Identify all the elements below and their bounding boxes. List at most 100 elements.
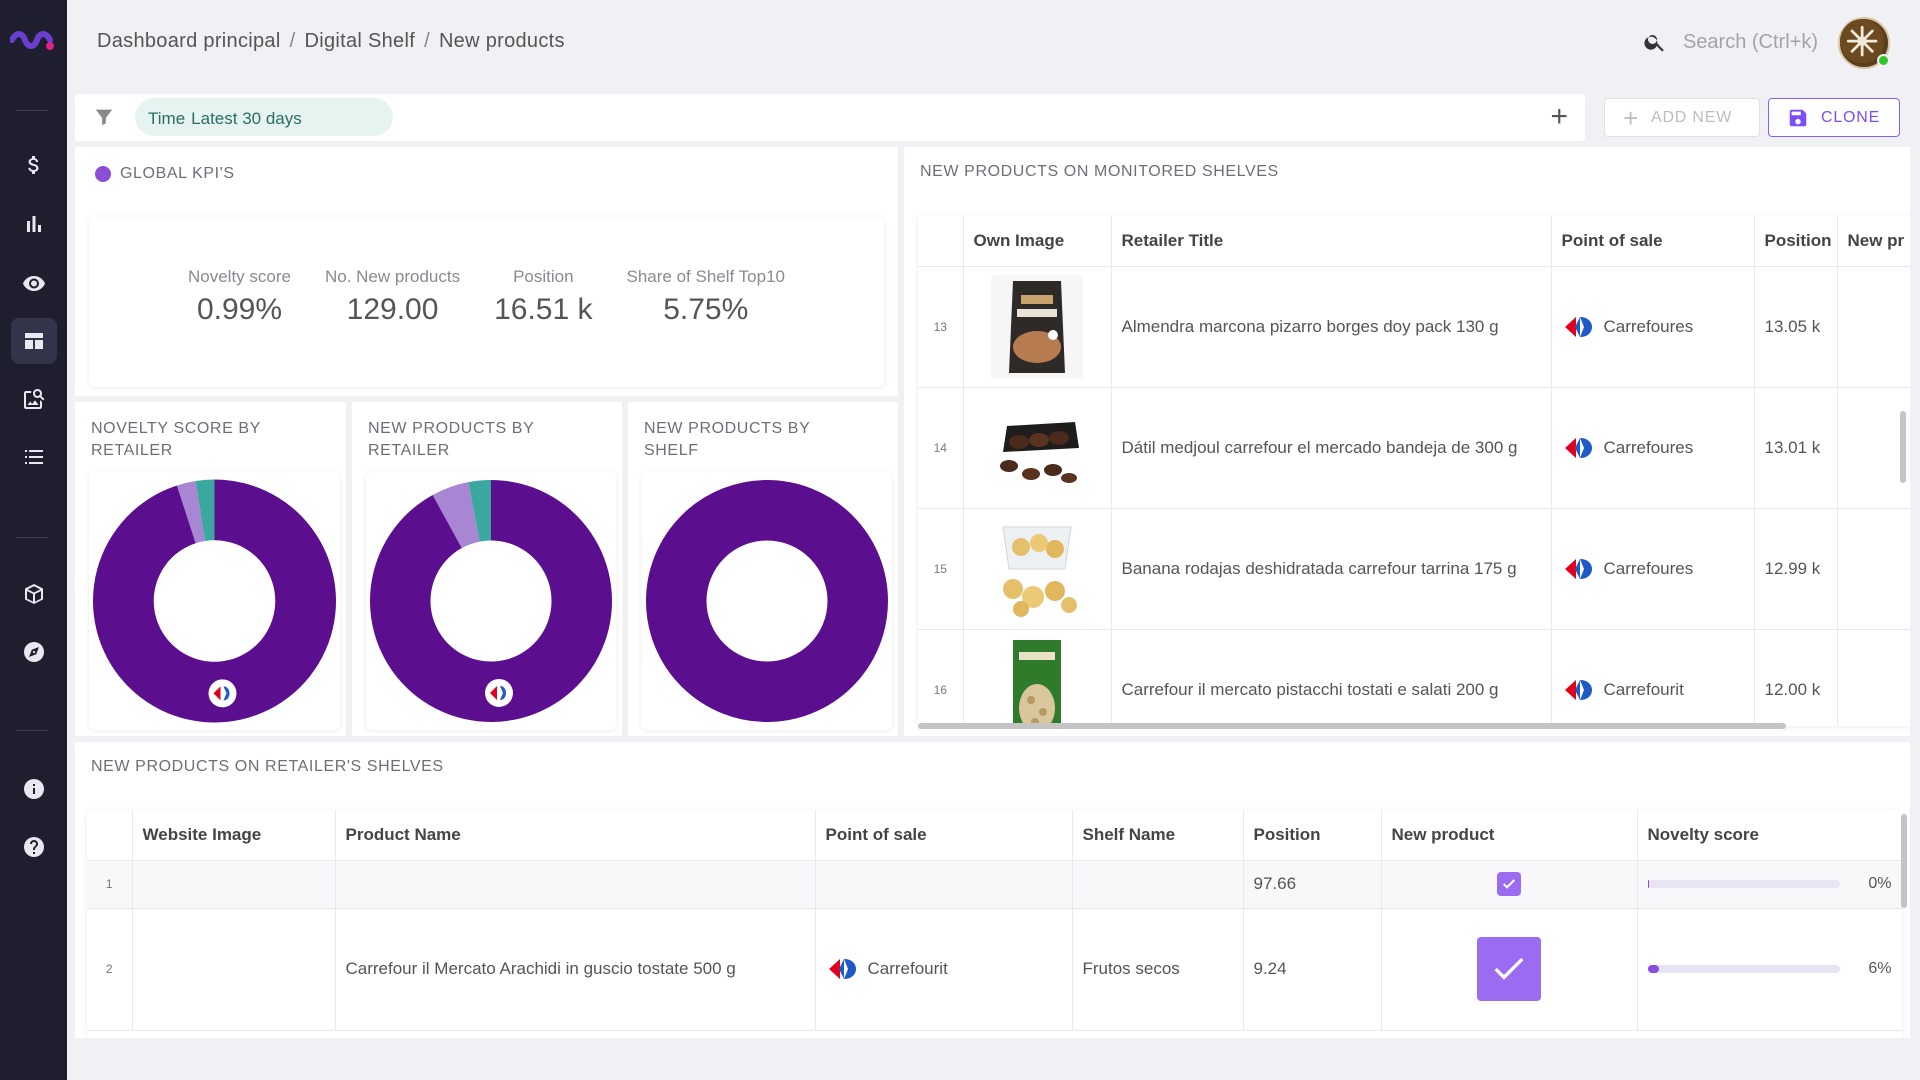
retailer-shelves-panel: NEW PRODUCTS ON RETAILER'S SHELVES Websi… xyxy=(75,742,1910,1038)
online-status-dot xyxy=(1877,54,1890,67)
donut-slice[interactable] xyxy=(432,482,480,548)
donut-slice[interactable] xyxy=(646,480,888,722)
kpi-label: Share of Shelf Top10 xyxy=(626,267,785,286)
column-header-point-of-sale[interactable]: Point of sale xyxy=(1551,216,1755,267)
new-products-by-shelf-donut[interactable] xyxy=(642,472,892,730)
kpi-label: Position xyxy=(513,267,574,286)
retailer-table-wrapper: Website Image Product Name Point of sale… xyxy=(87,810,1902,1038)
help-icon[interactable] xyxy=(11,824,57,870)
donut-slice[interactable] xyxy=(195,479,215,541)
table-row[interactable]: 1 97.66 0% xyxy=(87,860,1902,909)
kpi-value: 16.51 k xyxy=(494,293,593,326)
donut-card xyxy=(642,472,892,730)
monitored-shelves-panel: NEW PRODUCTS ON MONITORED SHELVES Own Im… xyxy=(904,147,1910,736)
panel-title: NEW PRODUCTS BY RETAILER xyxy=(368,420,535,459)
new-products-by-retailer-donut[interactable] xyxy=(366,472,616,730)
row-index: 2 xyxy=(87,908,133,1031)
kpi-panel-title: GLOBAL KPI'S xyxy=(120,165,235,182)
breadcrumb-item-digital-shelf[interactable]: Digital Shelf xyxy=(304,30,416,52)
column-header-novelty-score[interactable]: Novelty score xyxy=(1637,810,1902,861)
column-header-position[interactable]: Position xyxy=(1754,216,1838,267)
dates-tray-image xyxy=(991,395,1083,500)
horizontal-scrollbar[interactable] xyxy=(918,723,1786,729)
novelty-by-retailer-donut[interactable] xyxy=(89,472,340,730)
carrefour-logo-icon xyxy=(1564,679,1592,700)
breadcrumb-separator: / xyxy=(424,30,430,52)
kpi-label: Novelty score xyxy=(187,267,291,286)
carrefour-logo-icon xyxy=(485,678,513,707)
table-row[interactable]: 2 Carrefour il Mercato Arachidi in gusci… xyxy=(87,908,1902,1031)
point-of-sale-cell: Carrefourit xyxy=(815,908,1073,1031)
filter-bar: Time Latest 30 days + xyxy=(75,94,1585,141)
column-header-shelf-name[interactable]: Shelf Name xyxy=(1072,810,1244,861)
retailer-name: Carrefourit xyxy=(1603,679,1684,699)
column-header-website-image[interactable]: Website Image xyxy=(132,810,336,861)
kpi-share-of-shelf: Share of Shelf Top10 5.75% xyxy=(627,267,785,327)
new-product-cell xyxy=(1381,908,1638,1031)
bar-chart-icon[interactable] xyxy=(11,201,57,247)
clone-label: CLONE xyxy=(1821,108,1881,126)
save-icon xyxy=(1789,109,1807,126)
vertical-scrollbar[interactable] xyxy=(1900,411,1906,483)
chip-label: Time xyxy=(148,109,186,128)
new-product-cell xyxy=(1837,629,1910,726)
check-icon xyxy=(1494,957,1524,980)
column-header-retailer-title[interactable]: Retailer Title xyxy=(1111,216,1552,267)
search-input[interactable]: Search (Ctrl+k) xyxy=(1682,30,1818,53)
add-new-button[interactable]: + ADD NEW xyxy=(1604,98,1760,137)
column-header-point-of-sale[interactable]: Point of sale xyxy=(815,810,1073,861)
donut-card xyxy=(366,472,616,730)
dollar-icon[interactable] xyxy=(11,142,57,188)
new-product-cell xyxy=(1837,387,1910,509)
avatar[interactable] xyxy=(1838,17,1890,69)
donut-slice[interactable] xyxy=(468,480,491,542)
image-search-icon[interactable] xyxy=(11,376,57,422)
add-filter-icon[interactable]: + xyxy=(1550,100,1568,133)
table-row[interactable]: 16 Carrefour il mercato pistacchi tostat… xyxy=(918,629,1910,726)
compass-icon[interactable] xyxy=(11,629,57,675)
eye-icon[interactable] xyxy=(11,260,57,306)
check-icon xyxy=(1502,879,1516,889)
clone-button[interactable]: CLONE xyxy=(1768,98,1900,137)
column-header-position[interactable]: Position xyxy=(1243,810,1382,861)
table-row[interactable]: 14 Dátil medjoul carrefour el mercado ba… xyxy=(918,387,1910,509)
new-product-checkbox[interactable] xyxy=(1497,872,1521,896)
column-header-new-product[interactable]: New product xyxy=(1381,810,1638,861)
kpi-value: 5.75% xyxy=(663,293,749,326)
point-of-sale-cell: Carrefoures xyxy=(1551,387,1755,509)
breadcrumb-item-dashboard[interactable]: Dashboard principal xyxy=(97,30,281,52)
dashboard-icon[interactable] xyxy=(11,318,57,364)
row-index: 16 xyxy=(918,629,964,726)
info-icon[interactable] xyxy=(11,766,57,812)
position-cell: 9.24 xyxy=(1243,908,1382,1031)
product-name-cell: Carrefour il Mercato Arachidi in guscio … xyxy=(335,908,816,1031)
new-product-cell xyxy=(1381,860,1638,909)
table-row[interactable]: 15 Banana rodajas deshidratada carrefour… xyxy=(918,508,1910,630)
shelf-name-cell: Frutos secos xyxy=(1072,908,1244,1031)
search-box[interactable]: Search (Ctrl+k) xyxy=(1643,30,1818,54)
column-header-new-product[interactable]: New pr xyxy=(1837,216,1910,267)
search-icon[interactable] xyxy=(1643,30,1667,54)
donut-slice[interactable] xyxy=(92,479,336,723)
novelty-percent: 0% xyxy=(1868,875,1892,892)
pistachio-bag-image xyxy=(991,637,1083,726)
new-product-checkbox[interactable] xyxy=(1477,937,1541,1001)
carrefour-logo-icon xyxy=(828,959,856,979)
list-icon[interactable] xyxy=(11,434,57,480)
donut-slice[interactable] xyxy=(370,480,612,722)
retailer-title-cell: Dátil medjoul carrefour el mercado bande… xyxy=(1111,387,1552,509)
vertical-scrollbar[interactable] xyxy=(1901,814,1907,908)
breadcrumb: Dashboard principal / Digital Shelf / New pr… xyxy=(97,30,565,53)
donut-slice[interactable] xyxy=(176,480,205,544)
filter-icon[interactable] xyxy=(93,106,115,128)
column-header-own-image[interactable]: Own Image xyxy=(963,216,1112,267)
time-filter-chip[interactable]: Time Latest 30 days xyxy=(135,98,393,136)
table-row[interactable]: 13 Almendra marcona pizarro borges doy p… xyxy=(918,266,1910,388)
carrefour-logo-icon xyxy=(1564,437,1592,458)
retailer-title-cell: Carrefour il mercato pistacchi tostati e… xyxy=(1111,629,1552,726)
box-icon[interactable] xyxy=(11,571,57,617)
retailer-name: Carrefoures xyxy=(1603,558,1694,578)
position-cell: 12.99 k xyxy=(1754,508,1838,630)
column-header-product-name[interactable]: Product Name xyxy=(335,810,816,861)
logo-icon[interactable] xyxy=(10,30,56,56)
